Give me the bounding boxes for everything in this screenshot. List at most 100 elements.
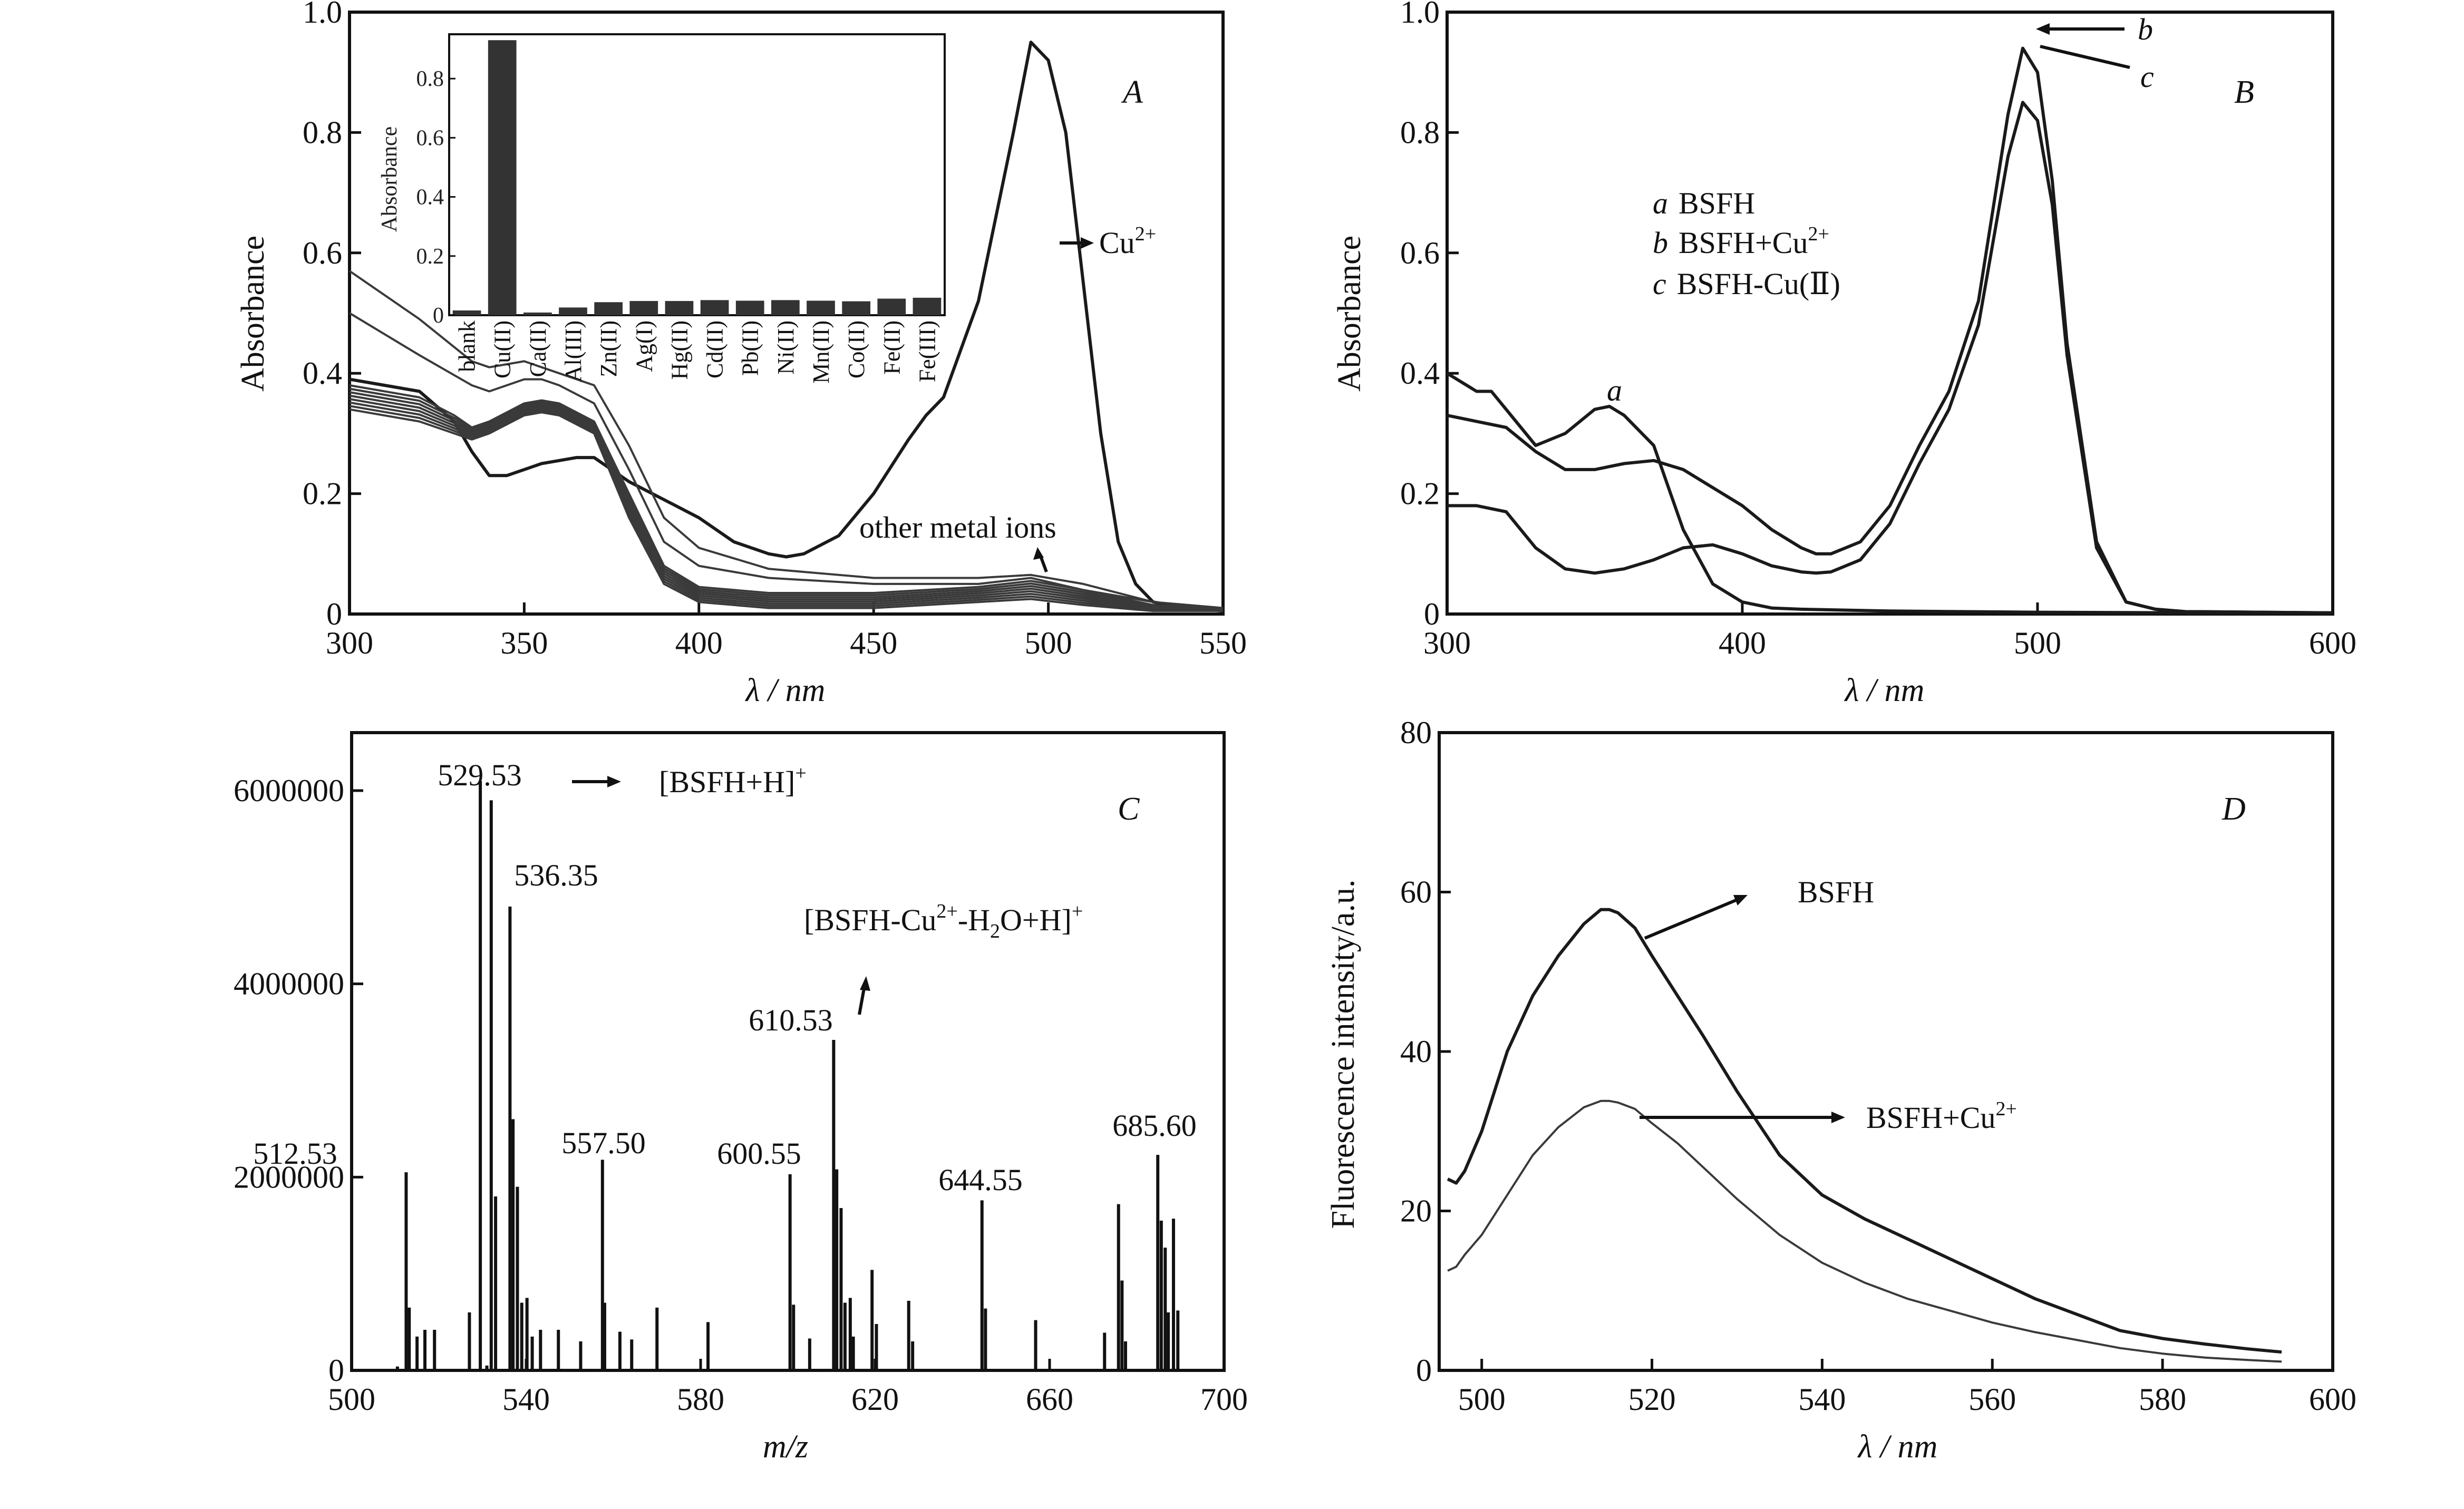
inset-bar <box>559 307 587 315</box>
panel-b-curve-c <box>1447 101 2333 615</box>
panel-a-other-arrowhead <box>1033 547 1044 560</box>
legend-b: b BSFH+Cu2+ <box>1653 223 1829 260</box>
inset-category-label: Hg(II) <box>666 320 692 379</box>
inset-bar <box>594 302 623 315</box>
peak-label: 610.53 <box>749 1003 833 1037</box>
inset-y-tick-label: 0 <box>433 304 444 328</box>
panel-c-axis-box <box>350 731 1226 1372</box>
y-tick-label: 0.8 <box>303 115 342 150</box>
panel-d-curves <box>1447 908 2282 1363</box>
peak-label: 529.53 <box>438 758 522 792</box>
inset-category-label: Ag(I) <box>631 320 657 372</box>
legend-a: a BSFH <box>1653 186 1755 220</box>
x-tick-label: 580 <box>677 1382 724 1417</box>
y-tick-label: 0.4 <box>303 356 342 391</box>
x-tick-label: 540 <box>502 1382 550 1417</box>
y-tick-label: 80 <box>1400 715 1432 750</box>
inset-bar <box>523 312 552 315</box>
panel-a-curve-5 <box>349 408 1223 612</box>
y-tick-label: 4000000 <box>234 967 344 1001</box>
inset-category-label: blank <box>454 320 480 372</box>
panel-b: 300 400 500 60000.20.40.60.81.0 Absorbance … <box>1332 0 2356 708</box>
inset-bar <box>842 301 870 315</box>
inset-y-tick-label: 0.2 <box>416 245 444 269</box>
panel-b-b-arrowhead <box>2036 23 2050 35</box>
peak-label: 644.55 <box>938 1163 1023 1197</box>
panel-d: 500 520 540 560 580 600 0 20 40 60 80 Fluorescence… <box>1325 715 2356 1465</box>
x-tick-label: 500 <box>1458 1382 1506 1417</box>
panel-d-bsfh-arrow <box>1644 897 1741 940</box>
y-tick-label: 0.2 <box>1400 476 1440 511</box>
inset-ylabel: Absorbance <box>377 126 402 232</box>
inset-category-label: Ca(II) <box>525 320 551 377</box>
panel-c-peak-labels: 512.53 529.53 536.35 557.50 600.55 610.53 644.… <box>253 758 1197 1197</box>
y-tick-label: 0 <box>1416 1353 1432 1388</box>
panel-a-ticks: 300 350 400 450 500 550 0 0.2 0.4 0.6 0.8 1.0 <box>303 0 1247 660</box>
y-tick-label: 2000000 <box>234 1160 344 1194</box>
panel-b-curves <box>1446 46 2333 615</box>
peak-label: 512.53 <box>253 1136 337 1171</box>
inset-bar <box>913 297 942 315</box>
panel-a-inset: blank Cu(II) Ca(II) Al(III) Zn(II) Ag(I) Hg(II… <box>377 33 946 384</box>
y-tick-label: 0.2 <box>303 476 342 511</box>
inset-category-label: Fe(II) <box>879 320 905 375</box>
x-tick-label: 500 <box>2014 626 2061 660</box>
inset-bar <box>735 300 764 315</box>
y-tick-label: 40 <box>1400 1034 1432 1069</box>
inset-bar <box>488 40 517 315</box>
legend-c: c BSFH-Cu(Ⅱ) <box>1653 267 1840 301</box>
panel-b-axis-box <box>1446 11 2334 616</box>
panel-c-ion2-label: [BSFH-Cu2+-H2O+H]+ <box>804 900 1083 942</box>
x-tick-label: 300 <box>326 626 373 660</box>
inset-category-label: Mn(II) <box>808 320 834 384</box>
panel-a-curve-2 <box>348 270 1224 609</box>
x-tick-label: 560 <box>1968 1382 2016 1417</box>
panel-b-b-label: b <box>2138 12 2153 46</box>
panel-b-letter: B <box>2234 74 2254 110</box>
panel-b-xlabel: λ / nm <box>1844 673 1925 708</box>
panel-d-curve-bsfh <box>1447 908 2282 1354</box>
panel-c-ion2-arrowhead <box>860 976 870 991</box>
panel-d-letter: D <box>2222 791 2246 827</box>
y-tick-label: 0 <box>1424 597 1440 631</box>
inset-category-label: Cd(II) <box>702 320 728 378</box>
y-tick-label: 0.6 <box>1400 236 1440 270</box>
peak-label: 536.35 <box>514 858 598 892</box>
y-tick-label: 0.6 <box>303 236 342 270</box>
panel-b-legend: a BSFH b BSFH+Cu2+ c BSFH-Cu(Ⅱ) <box>1653 186 1840 301</box>
panel-a-xlabel: λ / nm <box>745 673 826 708</box>
panel-d-curve-bsfh-cu <box>1447 1099 2282 1363</box>
panel-d-bsfh-label: BSFH <box>1798 875 1874 909</box>
panel-c: 500 540 580 620 660 700 0 2000000 4000000 6000000… <box>234 731 1248 1465</box>
y-tick-label: 20 <box>1400 1194 1432 1229</box>
panel-a-metal-curve <box>349 401 1224 611</box>
inset-bar <box>665 301 694 315</box>
peak-label: 600.55 <box>717 1136 801 1171</box>
panel-a-letter: A <box>1121 74 1143 110</box>
panel-a-curve-4 <box>349 384 1224 609</box>
panel-b-curve-a-label: a <box>1607 373 1622 407</box>
x-tick-label: 550 <box>1199 626 1247 660</box>
panel-c-ion1-label: [BSFH+H]+ <box>659 762 807 799</box>
x-tick-label: 700 <box>1200 1382 1248 1417</box>
y-tick-label: 1.0 <box>303 0 342 30</box>
panel-c-peaks <box>395 781 1180 1370</box>
peak-label: 685.60 <box>1112 1108 1197 1143</box>
inset-category-label: Cu(II) <box>490 320 516 378</box>
panel-a-metal-curve <box>349 387 1224 610</box>
panel-a-cu-label: Cu2+ <box>1099 223 1156 260</box>
x-tick-label: 450 <box>850 626 897 660</box>
panel-d-bsfh-arrowhead <box>1733 895 1748 906</box>
inset-category-label: Ni(II) <box>773 320 799 375</box>
panel-d-cu-label: BSFH+Cu2+ <box>1866 1098 2017 1135</box>
inset-bars: blank Cu(II) Ca(II) Al(III) Zn(II) Ag(I) Hg(II… <box>452 40 942 384</box>
y-tick-label: 60 <box>1400 875 1432 910</box>
panel-c-xlabel: m/z <box>763 1429 808 1465</box>
inset-category-label: Zn(II) <box>596 320 622 377</box>
x-tick-label: 620 <box>851 1382 899 1417</box>
inset-bar <box>771 300 800 315</box>
panel-a-metal-curve <box>349 405 1224 612</box>
panel-d-axis-box <box>1438 731 2334 1372</box>
panel-b-curve-a <box>1446 372 2333 615</box>
